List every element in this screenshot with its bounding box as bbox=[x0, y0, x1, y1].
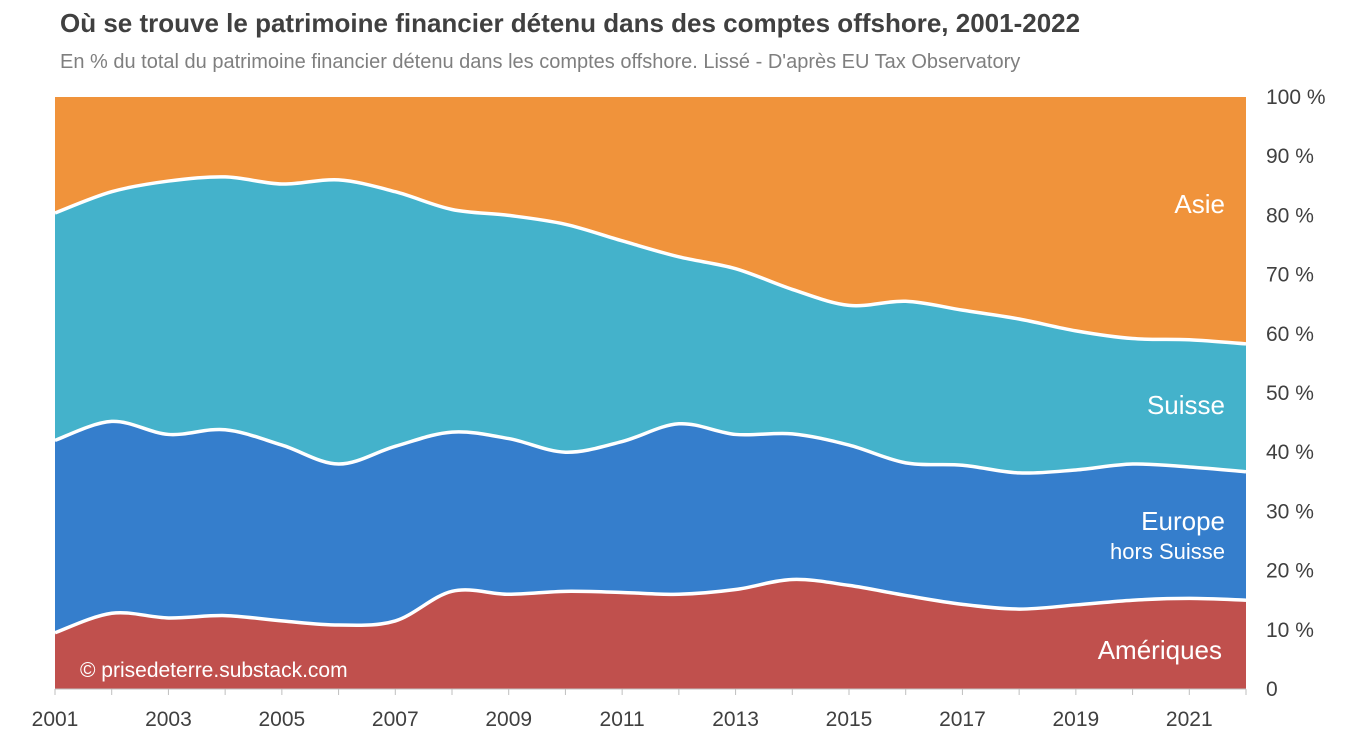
label-europe: Europe bbox=[1141, 506, 1225, 536]
y-tick-label: 40 % bbox=[1266, 441, 1314, 464]
y-tick-label: 80 % bbox=[1266, 204, 1314, 227]
x-tick-label: 2011 bbox=[600, 708, 645, 731]
area-am-riques bbox=[55, 579, 1246, 689]
y-tick-label: 30 % bbox=[1266, 500, 1314, 523]
x-tick-label: 2021 bbox=[1166, 708, 1213, 731]
x-tick-label: 2007 bbox=[372, 708, 419, 731]
boundary-line-europe-hors-suisse bbox=[54, 419, 1247, 475]
chart-subtitle: En % du total du patrimoine financier dé… bbox=[60, 51, 1021, 73]
x-tick-label: 2005 bbox=[258, 708, 305, 731]
credit-watermark: © prisedeterre.substack.com bbox=[80, 659, 348, 682]
x-tick-label: 2019 bbox=[1052, 708, 1099, 731]
label-asie: Asie bbox=[1174, 189, 1225, 219]
boundary-line-am-riques bbox=[54, 577, 1247, 635]
label-suisse: Suisse bbox=[1147, 390, 1225, 420]
areas-group bbox=[55, 97, 1246, 689]
y-tick-label: 0 bbox=[1266, 678, 1278, 701]
label-ameriques: Amériques bbox=[1098, 635, 1222, 665]
y-tick-label: 60 % bbox=[1266, 323, 1314, 346]
y-tick-label: 20 % bbox=[1266, 560, 1314, 583]
x-tick-label: 2001 bbox=[32, 708, 79, 731]
y-tick-label: 50 % bbox=[1266, 382, 1314, 405]
y-tick-label: 100 % bbox=[1266, 86, 1326, 109]
label-hors-suisse: hors Suisse bbox=[1110, 539, 1225, 564]
chart-title: Où se trouve le patrimoine financier dét… bbox=[60, 8, 1081, 38]
x-tick-label: 2009 bbox=[485, 708, 532, 731]
x-tick-label: 2017 bbox=[939, 708, 986, 731]
x-tick-label: 2003 bbox=[145, 708, 192, 731]
x-tick-label: 2015 bbox=[826, 708, 873, 731]
y-tick-label: 90 % bbox=[1266, 145, 1314, 168]
x-tick-label: 2013 bbox=[712, 708, 759, 731]
y-tick-label: 70 % bbox=[1266, 264, 1314, 287]
x-axis: 2001 2003 2005 2007 2009 2011 2013 2015 2017 2019… bbox=[32, 688, 1247, 731]
y-tick-label: 10 % bbox=[1266, 619, 1314, 642]
boundary-line-suisse bbox=[54, 175, 1247, 346]
boundary-lines-group bbox=[54, 175, 1247, 635]
y-axis: 0 10 % 20 % 30 % 40 % 50 % 60 % 70 % 80 % 90 % 100… bbox=[1266, 86, 1326, 701]
